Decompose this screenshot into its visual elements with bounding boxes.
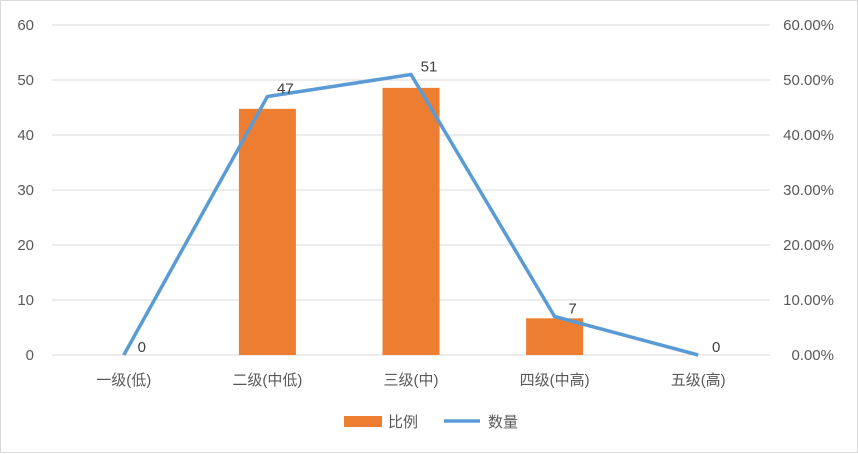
right-tick-label: 20.00% [783, 237, 834, 254]
data-label: 0 [138, 339, 146, 356]
legend-label: 数量 [488, 414, 518, 431]
legend-label: 比例 [388, 414, 418, 431]
category-label: 三级(中) [384, 372, 439, 389]
category-label: 五级(高) [671, 372, 726, 389]
right-tick-label: 10.00% [783, 292, 834, 309]
left-tick-label: 40 [17, 127, 34, 144]
left-tick-label: 50 [17, 72, 34, 89]
left-tick-label: 60 [17, 17, 34, 34]
data-label: 47 [277, 81, 294, 98]
category-label: 一级(低) [96, 372, 151, 389]
left-tick-label: 0 [26, 347, 34, 364]
left-tick-label: 10 [17, 292, 34, 309]
category-label: 二级(中低) [232, 372, 302, 389]
right-tick-label: 60.00% [783, 17, 834, 34]
data-label: 7 [568, 301, 576, 318]
left-tick-label: 20 [17, 237, 34, 254]
right-tick-label: 30.00% [783, 182, 834, 199]
left-tick-label: 30 [17, 182, 34, 199]
right-tick-label: 40.00% [783, 127, 834, 144]
bar-1 [238, 108, 296, 355]
right-tick-label: 0.00% [791, 347, 834, 364]
category-label: 四级(中高) [520, 372, 590, 389]
legend-swatch-bar [344, 416, 382, 427]
right-tick-label: 50.00% [783, 72, 834, 89]
line-series [122, 72, 699, 357]
bar-3 [526, 318, 584, 355]
data-label: 0 [712, 339, 720, 356]
data-label: 51 [421, 59, 438, 76]
bar-2 [382, 87, 440, 356]
